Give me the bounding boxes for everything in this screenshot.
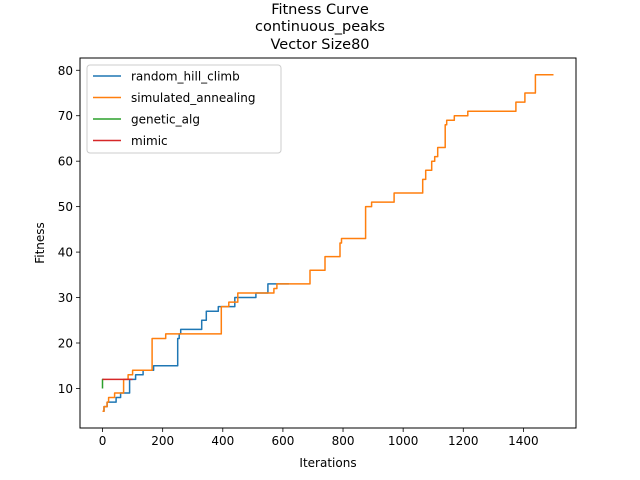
chart-title-line-3: Vector Size80	[270, 37, 369, 53]
chart-title-line-1: Fitness Curve	[271, 2, 369, 18]
x-tick-label: 0	[99, 434, 107, 448]
legend-box	[86, 64, 282, 154]
x-tick-label: 1000	[388, 434, 419, 448]
legend-label-simulated-annealing: simulated_annealing	[131, 91, 255, 105]
y-tick-label: 70	[58, 109, 73, 123]
series-line-simulated-annealing	[102, 74, 554, 412]
axis-ticks: 0 200 400 600 800 1000 1200 1400 10 20 30 40 50 60 70 8…	[58, 64, 539, 448]
series-layer	[101, 74, 554, 412]
y-tick-label: 40	[58, 246, 73, 260]
x-tick-label: 600	[271, 434, 294, 448]
y-tick-label: 10	[58, 382, 73, 396]
x-tick-label: 1200	[448, 434, 479, 448]
y-tick-label: 50	[58, 200, 73, 214]
x-tick-label: 800	[332, 434, 355, 448]
y-axis-label: Fitness	[33, 222, 47, 264]
series-line-random-hill-climb	[102, 283, 289, 412]
y-tick-label: 30	[58, 291, 73, 305]
chart-title-line-2: continuous_peaks	[255, 19, 385, 35]
legend: random_hill_climb simulated_annealinggene…	[86, 64, 282, 154]
x-tick-label: 200	[151, 434, 174, 448]
y-tick-label: 20	[58, 337, 73, 351]
y-tick-label: 60	[58, 155, 73, 169]
plot-frame	[79, 57, 577, 429]
legend-label-genetic-alg: genetic_alg	[131, 113, 200, 127]
series-line-genetic-alg	[101, 378, 104, 389]
x-tick-label: 400	[211, 434, 234, 448]
legend-label-random-hill-climb: random_hill_climb	[131, 70, 240, 84]
legend-label-mimic: mimic	[131, 134, 168, 148]
y-tick-label: 80	[58, 64, 73, 78]
x-axis-label: Iterations	[299, 456, 356, 470]
chart-title: Fitness Curve continuous_peaks Vector Si…	[255, 2, 385, 53]
x-tick-label: 1400	[508, 434, 539, 448]
